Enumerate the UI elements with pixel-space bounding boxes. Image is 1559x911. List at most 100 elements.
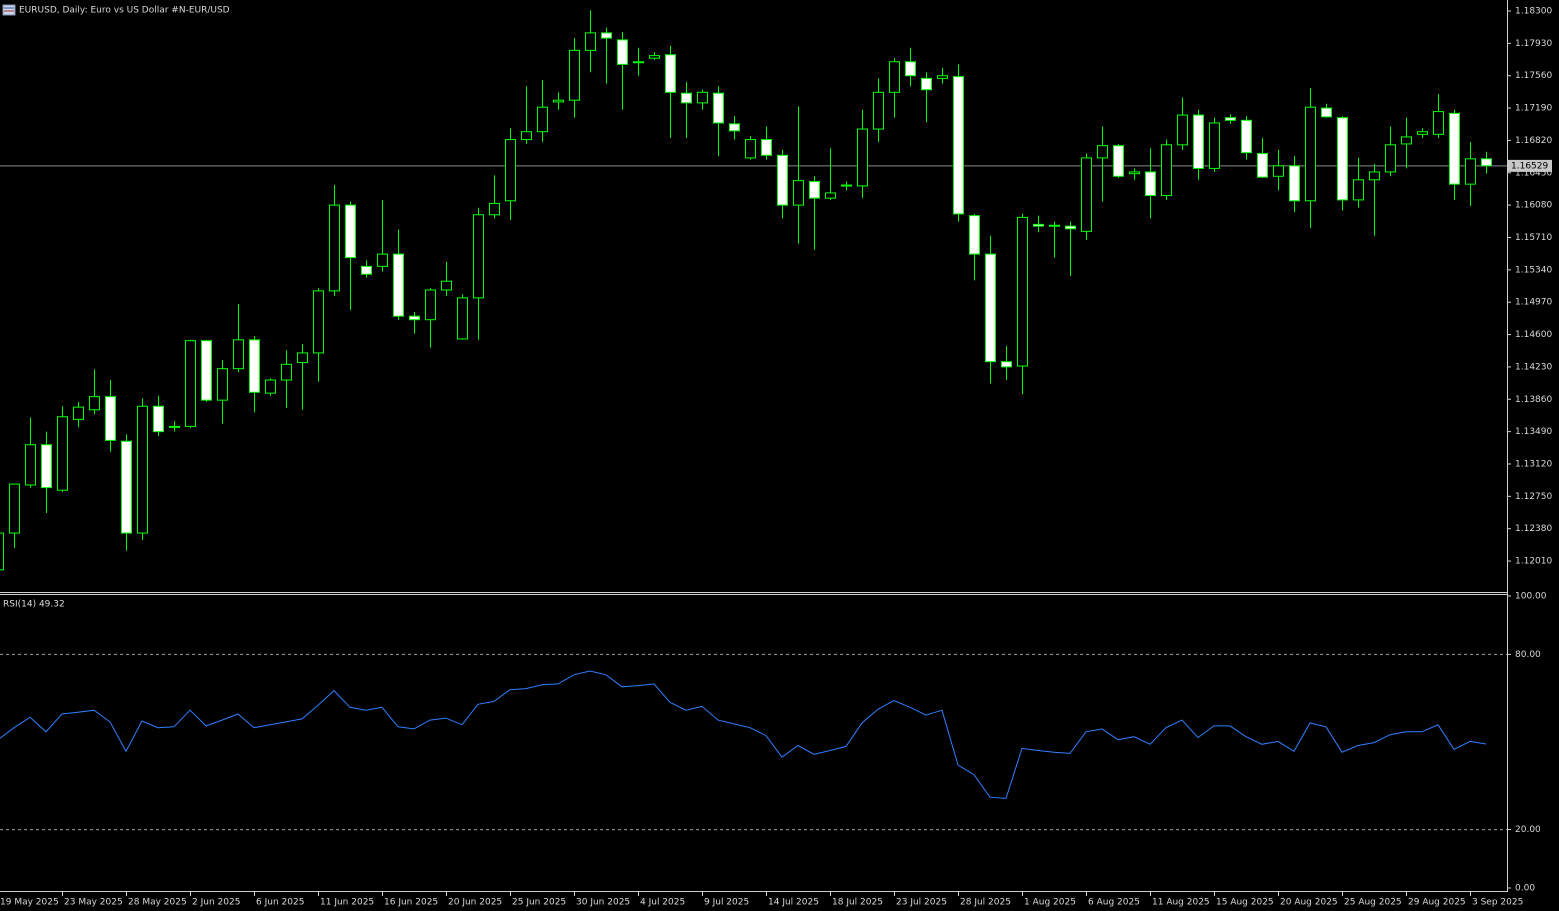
candle-body-up — [585, 32, 596, 51]
candle-body-down — [1481, 158, 1492, 167]
candle-body-up — [1433, 111, 1444, 135]
price-tag-label: 1.16529 — [1511, 161, 1548, 171]
candle-body-up — [377, 253, 388, 267]
candle-body-down — [1049, 224, 1060, 227]
candle-body-up — [1465, 158, 1476, 185]
candle-body-down — [1449, 112, 1460, 185]
candle-body-up — [745, 139, 756, 159]
rsi-line — [0, 670, 1487, 799]
candle-body-up — [521, 131, 532, 141]
candle-body-up — [1081, 157, 1092, 232]
chart-title: EURUSD, Daily: Euro vs US Dollar #N-EUR/… — [19, 6, 230, 16]
candle-body-down — [921, 77, 932, 91]
x-tick-label: 11 Aug 2025 — [1152, 898, 1210, 908]
y-tick-label: 1.16450 — [1515, 168, 1552, 178]
candle-body-down — [665, 54, 676, 93]
candle-body-down — [985, 253, 996, 363]
candle-body-down — [201, 340, 212, 401]
price-tag — [1508, 159, 1552, 172]
candle-body-down — [905, 61, 916, 77]
candle-body-down — [953, 76, 964, 215]
candle-body-down — [153, 405, 164, 433]
candle-body-up — [73, 406, 84, 420]
candle-body-up — [1417, 131, 1428, 135]
candle-body-up — [169, 425, 180, 428]
candle-body-down — [601, 32, 612, 39]
y-tick-label: 80.00 — [1515, 650, 1541, 660]
candle-body-up — [937, 75, 948, 79]
y-tick-label: 1.18300 — [1515, 7, 1552, 17]
candle-body-down — [1065, 225, 1076, 230]
candle-body-down — [777, 154, 788, 206]
candle-body-down — [393, 253, 404, 317]
y-tick-label: 1.15340 — [1515, 265, 1552, 275]
candle-body-down — [729, 123, 740, 132]
x-tick-label: 20 Jun 2025 — [448, 898, 502, 908]
candle-body-down — [809, 181, 820, 199]
x-tick-label: 23 May 2025 — [64, 898, 123, 908]
candle-body-up — [281, 363, 292, 381]
candle-body-up — [297, 352, 308, 364]
candle-body-down — [1113, 145, 1124, 177]
x-tick-label: 29 Aug 2025 — [1408, 898, 1466, 908]
candle-body-up — [185, 340, 196, 427]
y-tick-label: 1.12010 — [1515, 557, 1552, 567]
candle-body-down — [633, 61, 644, 64]
candle-body-up — [1209, 122, 1220, 169]
candle-body-up — [1273, 165, 1284, 177]
candle-body-down — [1033, 223, 1044, 227]
icon-frame — [2, 4, 16, 16]
candle-body-up — [25, 444, 36, 486]
y-tick-label: 1.17930 — [1515, 39, 1552, 49]
candle-body-up — [9, 483, 20, 534]
candle-body-up — [425, 289, 436, 321]
x-tick-label: 20 Aug 2025 — [1280, 898, 1338, 908]
x-tick-label: 4 Jul 2025 — [640, 898, 685, 908]
candle-body-down — [1241, 119, 1252, 154]
y-tick-label: 1.14600 — [1515, 330, 1552, 340]
y-tick-label: 20.00 — [1515, 825, 1541, 835]
candle-body-up — [1385, 144, 1396, 173]
candle-body-up — [1401, 136, 1412, 145]
candle-body-up — [873, 91, 884, 130]
y-tick-label: 1.15710 — [1515, 233, 1552, 243]
x-tick-label: 2 Jun 2025 — [192, 898, 240, 908]
candle-body-up — [57, 416, 68, 491]
x-tick-label: 19 May 2025 — [0, 898, 59, 908]
x-tick-label: 23 Jul 2025 — [896, 898, 947, 908]
candle-body-up — [89, 396, 100, 411]
x-tick-label: 15 Aug 2025 — [1216, 898, 1274, 908]
y-tick-label: 1.14970 — [1515, 298, 1552, 308]
y-tick-label: 1.14230 — [1515, 362, 1552, 372]
x-tick-label: 3 Sep 2025 — [1472, 898, 1523, 908]
x-tick-label: 6 Jun 2025 — [256, 898, 304, 908]
indicator-title: RSI(14) 49.32 — [3, 600, 65, 610]
candle-body-up — [825, 192, 836, 199]
candle-body-up — [649, 55, 660, 59]
x-tick-label: 16 Jun 2025 — [384, 898, 438, 908]
candle-body-up — [441, 280, 452, 291]
candle-body-up — [505, 139, 516, 202]
candle-body-up — [1353, 179, 1364, 201]
candle-body-up — [0, 532, 4, 571]
candle-body-up — [1177, 114, 1188, 146]
candle-body-down — [121, 440, 132, 534]
x-tick-label: 11 Jun 2025 — [320, 898, 374, 908]
candle-body-up — [793, 180, 804, 206]
y-tick-label: 1.17560 — [1515, 71, 1552, 81]
y-tick-label: 1.13860 — [1515, 395, 1552, 405]
candle-body-up — [1161, 144, 1172, 197]
x-tick-label: 25 Aug 2025 — [1344, 898, 1402, 908]
candle-body-down — [1289, 165, 1300, 202]
candle-body-down — [1193, 114, 1204, 169]
candle-body-up — [489, 202, 500, 216]
y-tick-label: 1.13490 — [1515, 427, 1552, 437]
y-tick-label: 1.13120 — [1515, 459, 1552, 469]
candle-body-down — [1321, 107, 1332, 118]
candle-body-down — [1337, 117, 1348, 201]
y-tick-label: 1.12380 — [1515, 524, 1552, 534]
candle-body-up — [265, 379, 276, 394]
candle-body-down — [681, 92, 692, 104]
